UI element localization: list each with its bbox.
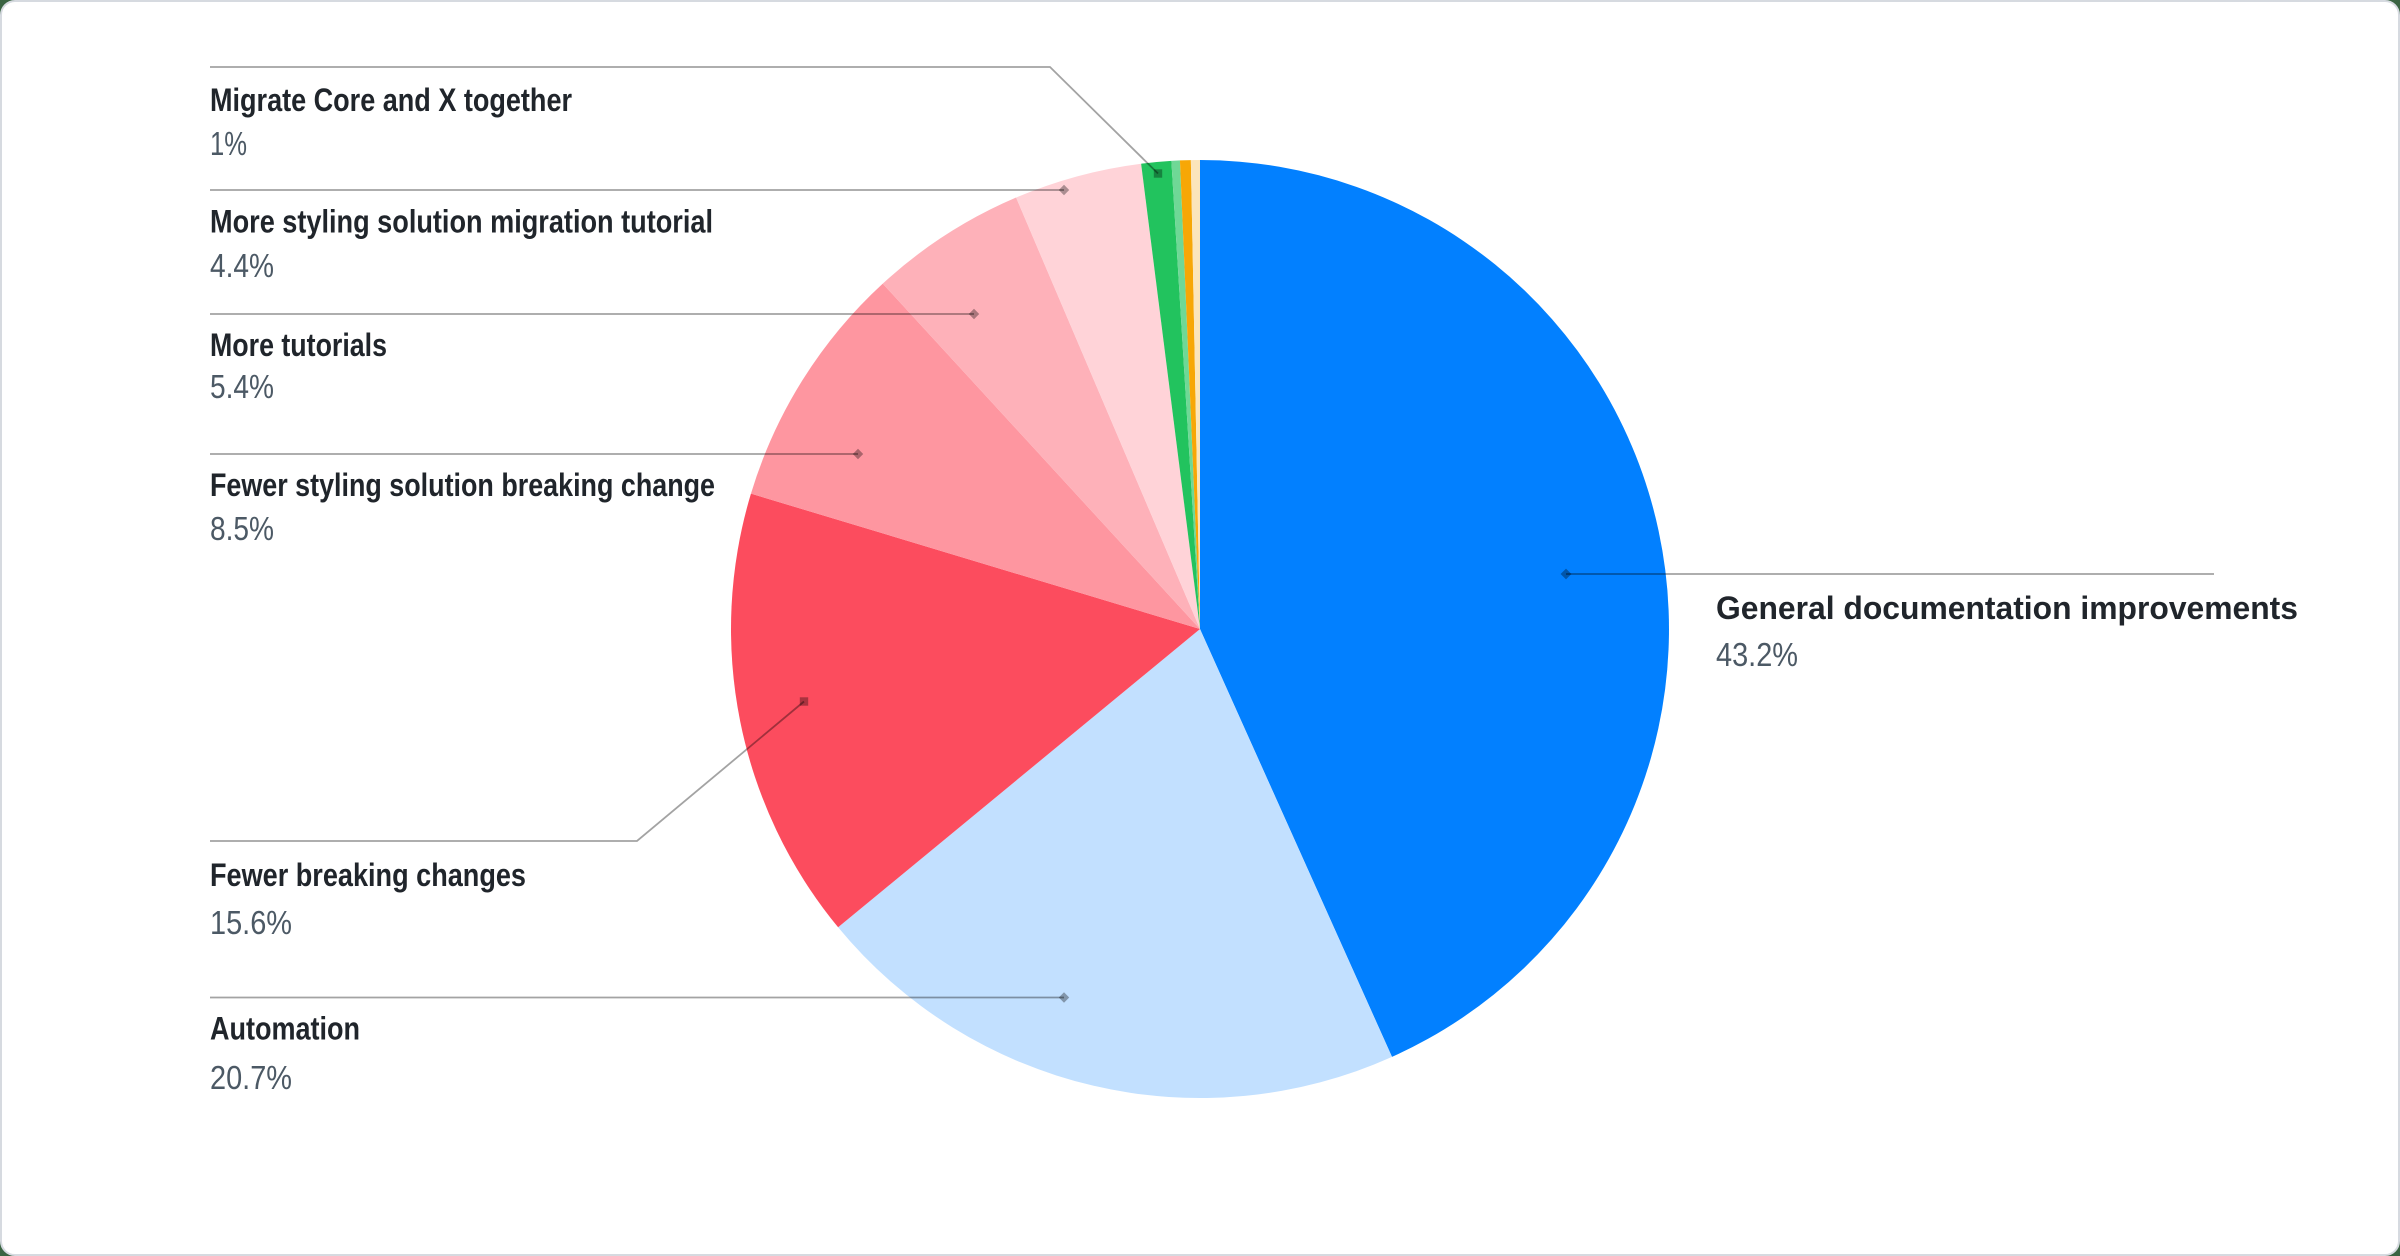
svg-text:Automation: Automation [210,1011,360,1047]
svg-text:43.2%: 43.2% [1716,636,1798,673]
svg-text:5.4%: 5.4% [210,368,274,405]
svg-text:More tutorials: More tutorials [210,327,387,363]
svg-text:20.7%: 20.7% [210,1059,292,1096]
svg-text:8.5%: 8.5% [210,510,274,547]
svg-text:1%: 1% [210,125,247,162]
svg-text:15.6%: 15.6% [210,904,292,941]
svg-text:Fewer styling solution breakin: Fewer styling solution breaking change [210,467,715,503]
svg-text:Fewer breaking changes: Fewer breaking changes [210,857,526,893]
svg-text:Migrate Core and X together: Migrate Core and X together [210,82,572,118]
svg-text:General documentation improvem: General documentation improvements [1716,590,2298,626]
svg-text:More styling solution migratio: More styling solution migration tutorial [210,204,713,240]
svg-text:4.4%: 4.4% [210,247,274,284]
